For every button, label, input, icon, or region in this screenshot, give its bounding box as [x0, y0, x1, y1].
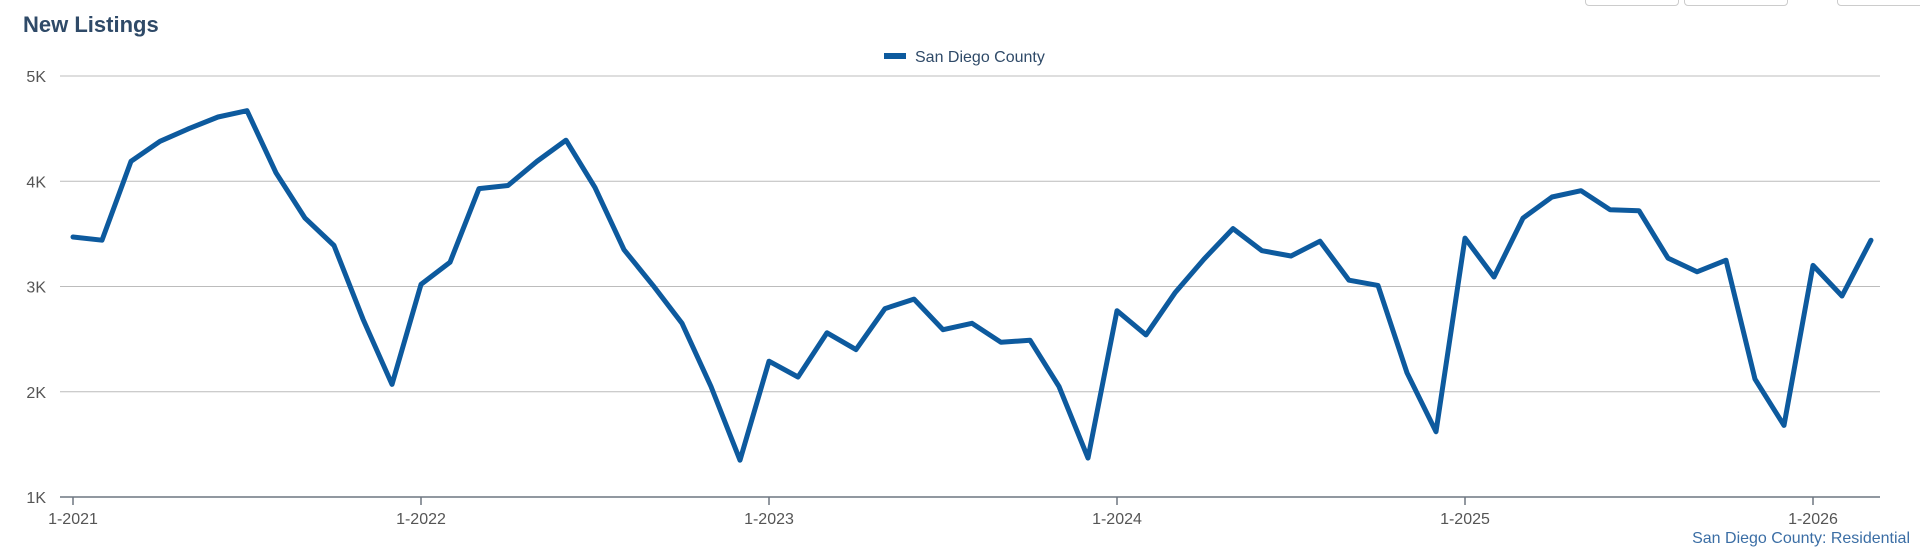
- data-point: [1782, 423, 1787, 428]
- data-point: [680, 321, 685, 326]
- data-point: [1173, 290, 1178, 295]
- data-point: [419, 282, 424, 287]
- data-point: [1376, 283, 1381, 288]
- data-point: [1637, 208, 1642, 213]
- data-point: [1318, 239, 1323, 244]
- data-point: [1492, 275, 1497, 280]
- data-point: [1144, 332, 1149, 337]
- data-point: [390, 382, 395, 387]
- data-point: [1086, 456, 1091, 461]
- data-point: [187, 126, 192, 131]
- legend-swatch: [884, 53, 906, 59]
- data-point: [825, 330, 830, 335]
- legend: San Diego County: [884, 49, 1045, 66]
- x-tick-label: 1-2023: [744, 511, 794, 528]
- data-point: [1028, 338, 1033, 343]
- data-point: [1057, 384, 1062, 389]
- x-axis: 1-2021 1-2022 1-2023 1-2024 1-2025 1-2026: [48, 497, 1838, 528]
- data-point: [506, 183, 511, 188]
- data-point: [477, 186, 482, 191]
- data-point: [912, 297, 917, 302]
- data-point: [622, 247, 627, 252]
- y-tick-label: 1K: [26, 490, 46, 507]
- data-point: [535, 159, 540, 164]
- data-point: [999, 340, 1004, 345]
- data-point: [303, 216, 308, 221]
- data-point: [709, 384, 714, 389]
- data-point: [767, 359, 772, 364]
- x-tick-label: 1-2022: [396, 511, 446, 528]
- data-point: [796, 375, 801, 380]
- data-point: [1608, 207, 1613, 212]
- y-tick-label: 3K: [26, 280, 46, 297]
- data-point: [1434, 429, 1439, 434]
- y-tick-label: 4K: [26, 174, 46, 191]
- data-point: [941, 327, 946, 332]
- data-point: [593, 185, 598, 190]
- data-point: [71, 235, 76, 240]
- data-point: [1869, 238, 1874, 243]
- data-point: [1347, 278, 1352, 283]
- x-tick-label: 1-2024: [1092, 511, 1142, 528]
- data-point: [1231, 226, 1236, 231]
- data-point: [129, 159, 134, 164]
- data-point: [1115, 308, 1120, 313]
- chart-title: New Listings: [23, 12, 159, 37]
- data-point: [1405, 370, 1410, 375]
- toolbar-button[interactable]: [1585, 0, 1679, 6]
- data-point: [1666, 256, 1671, 261]
- data-point: [1753, 377, 1758, 382]
- data-point: [1811, 263, 1816, 268]
- data-point: [1695, 269, 1700, 274]
- data-point: [564, 138, 569, 143]
- legend-label: San Diego County: [915, 49, 1045, 66]
- series-layer: [70, 108, 1874, 463]
- data-point: [883, 306, 888, 311]
- toolbar-button[interactable]: [1684, 0, 1788, 6]
- data-point: [274, 170, 279, 175]
- x-tick-label: 1-2026: [1788, 511, 1838, 528]
- y-tick-label: 5K: [26, 69, 46, 86]
- data-point: [1289, 253, 1294, 258]
- data-point: [1579, 188, 1584, 193]
- x-tick-label: 1-2025: [1440, 511, 1490, 528]
- data-point: [100, 238, 105, 243]
- data-point: [158, 139, 163, 144]
- data-point: [651, 283, 656, 288]
- data-point: [1724, 258, 1729, 263]
- data-point: [1521, 216, 1526, 221]
- data-point: [332, 243, 337, 248]
- data-point: [738, 458, 743, 463]
- source-label: San Diego County: Residential: [1692, 530, 1910, 547]
- data-point: [361, 317, 366, 322]
- data-point: [216, 115, 221, 120]
- toolbar-button[interactable]: [1837, 0, 1920, 6]
- series-line-san-diego-county: [70, 108, 1874, 463]
- y-axis: 1K 2K 3K 4K 5K: [26, 69, 46, 507]
- data-point: [854, 347, 859, 352]
- x-tick-label: 1-2021: [48, 511, 98, 528]
- data-point: [1260, 248, 1265, 253]
- data-point: [1550, 195, 1555, 200]
- data-point: [1840, 293, 1845, 298]
- data-point: [448, 260, 453, 265]
- grid-lines: [60, 75, 1880, 498]
- data-point: [1463, 236, 1468, 241]
- data-point: [970, 321, 975, 326]
- data-point: [245, 108, 250, 113]
- y-tick-label: 2K: [26, 385, 46, 402]
- data-point: [1202, 257, 1207, 262]
